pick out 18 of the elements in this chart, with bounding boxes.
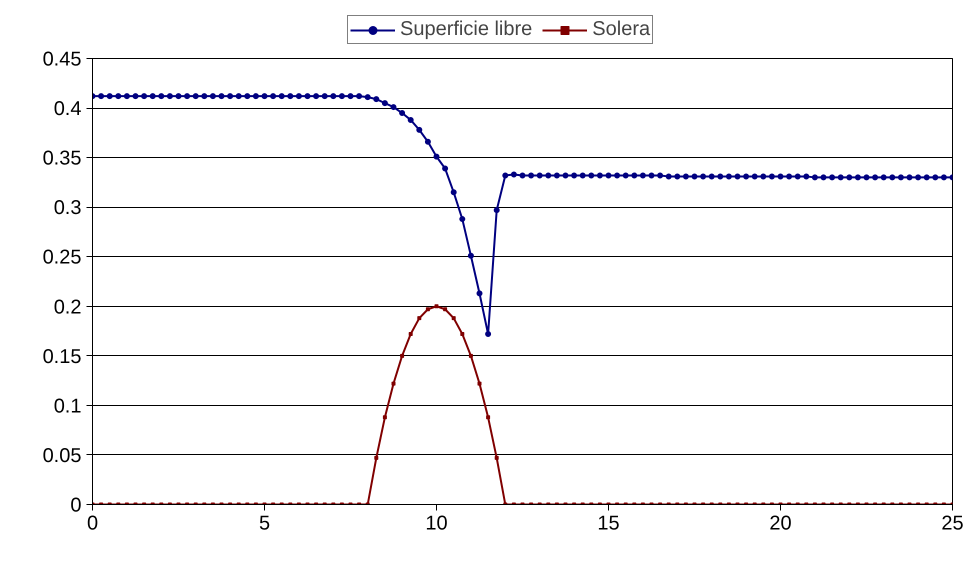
- y-tick-label: 0.1: [54, 395, 82, 418]
- y-tick-label: 0.2: [54, 296, 82, 318]
- x-tick-label: 10: [425, 512, 448, 534]
- x-tick-label: 5: [258, 512, 270, 534]
- legend-label: Solera: [592, 18, 650, 41]
- x-tick-label: 15: [597, 512, 620, 534]
- y-tick-label: 0.15: [42, 346, 82, 368]
- y-tick-label: 0.4: [54, 98, 82, 120]
- y-tick-label: 0: [70, 494, 82, 516]
- x-tick-label: 25: [941, 512, 964, 534]
- y-tick-label: 0.35: [42, 148, 82, 170]
- x-tick-label: 0: [86, 512, 98, 534]
- legend-label: Superficie libre: [400, 18, 532, 41]
- y-tick-label: 0.45: [42, 48, 82, 70]
- y-tick-label: 0.05: [42, 444, 82, 467]
- y-tick-label: 0.25: [42, 246, 82, 269]
- x-tick-label: 20: [769, 512, 792, 534]
- y-tick-label: 0.3: [54, 197, 82, 220]
